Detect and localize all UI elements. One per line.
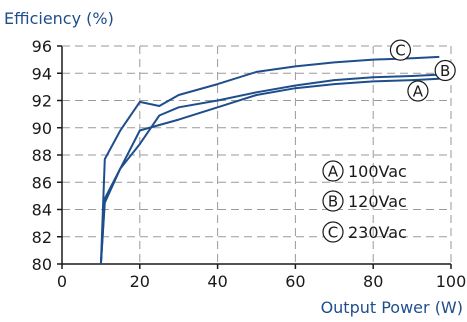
y-tick-label: 88 [32,146,52,165]
marker-circle [322,190,344,212]
legend-label: 120Vac [348,192,407,211]
grid-layer [62,46,451,264]
marker-circle [434,59,456,82]
curve-marker-b: B [434,59,456,82]
x-tick-label: 100 [436,272,467,291]
marker-letter: C [395,42,405,60]
legend-marker-c: C [322,221,344,243]
marker-layer: C BA [389,39,456,102]
series-line-c [99,55,440,265]
marker-letter: A [328,163,339,181]
x-tick-label: 40 [207,272,227,291]
y-tick-label: 94 [32,64,52,83]
marker-letter: B [440,62,450,80]
marker-circle [389,39,412,61]
marker-circle [322,160,344,182]
y-tick-label: 86 [32,173,52,192]
legend-marker-b: B [322,190,344,212]
y-tick-label: 92 [32,92,52,111]
axis-layer: 80 82 84 86 88 90 92 94 96 0 20 40 60 80 100 [32,37,467,291]
x-tick-label: 0 [57,272,67,291]
y-tick-label: 84 [32,201,52,220]
x-tick-label: 80 [363,272,383,291]
marker-circle [322,221,344,243]
y-axis-label: Efficiency (%) [4,9,114,28]
y-tick-label: 80 [32,255,52,274]
legend-layer: A 100Vac B 120Vac C 230Vac [322,160,407,243]
y-tick-label: 90 [32,119,52,138]
curve-marker-c: C [389,39,412,61]
y-tick-label: 82 [32,228,52,247]
legend-label: 230Vac [348,223,407,242]
series-line-b [99,73,440,265]
marker-circle [407,80,429,102]
x-tick-label: 60 [285,272,305,291]
legend-label: 100Vac [348,162,407,181]
marker-letter: C [328,224,338,242]
marker-letter: B [328,193,338,211]
marker-letter: A [413,82,424,100]
curve-marker-a: A [407,80,429,102]
y-tick-label: 96 [32,37,52,56]
x-tick-label: 20 [130,272,150,291]
series-layer [99,55,440,265]
x-axis-label: Output Power (W) [321,298,463,317]
legend-marker-a: A [322,160,344,182]
